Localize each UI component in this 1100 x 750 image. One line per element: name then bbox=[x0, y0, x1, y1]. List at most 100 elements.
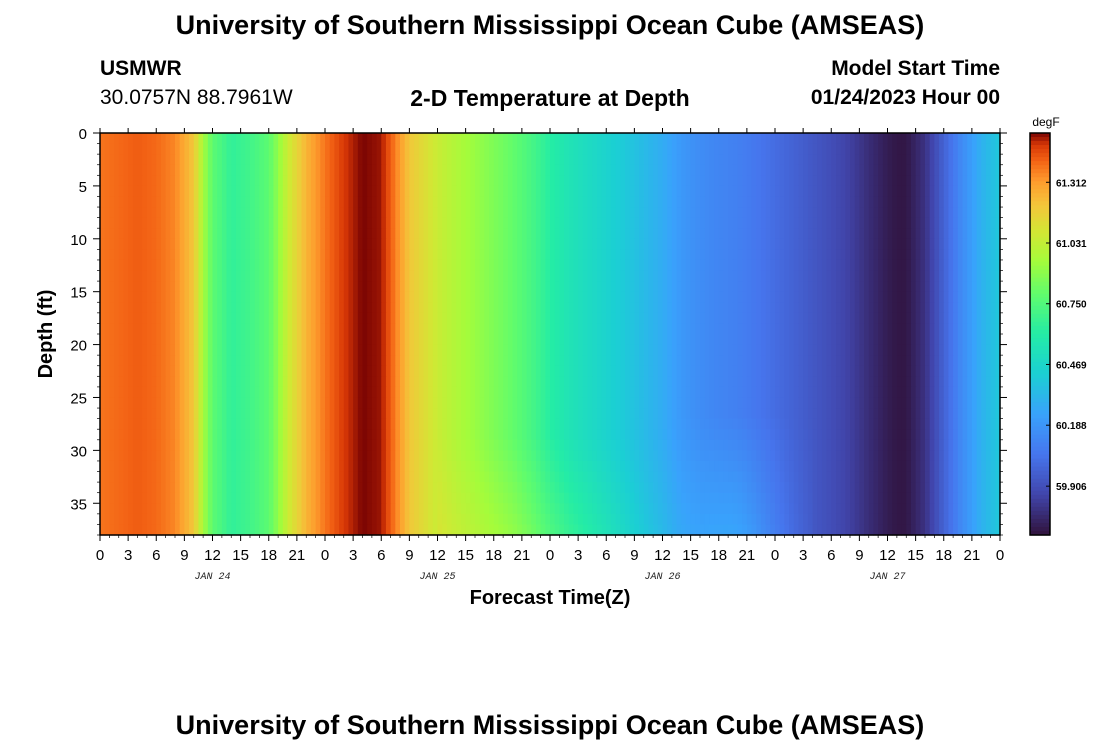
heatmap-cell bbox=[250, 365, 256, 377]
heatmap-cell bbox=[681, 196, 687, 208]
heatmap-cell bbox=[381, 196, 387, 208]
heatmap-cell bbox=[807, 228, 814, 240]
heatmap-cell bbox=[662, 249, 668, 261]
heatmap-cell bbox=[301, 154, 307, 166]
heatmap-cell bbox=[104, 376, 110, 388]
heatmap-cell bbox=[620, 207, 626, 219]
heatmap-cell bbox=[498, 207, 504, 219]
heatmap-cell bbox=[821, 334, 828, 346]
heatmap-cell bbox=[718, 259, 725, 272]
heatmap-cell bbox=[971, 249, 978, 261]
heatmap-cell bbox=[367, 249, 373, 261]
heatmap-cell bbox=[643, 386, 650, 399]
heatmap-cell bbox=[985, 397, 992, 409]
heatmap-cell bbox=[132, 164, 139, 176]
heatmap-cell bbox=[479, 259, 485, 272]
heatmap-cell bbox=[545, 175, 551, 187]
heatmap-cell bbox=[306, 312, 312, 325]
heatmap-cell bbox=[409, 270, 415, 282]
heatmap-cell bbox=[592, 185, 598, 198]
heatmap-cell bbox=[137, 270, 143, 282]
heatmap-cell bbox=[746, 259, 753, 272]
heatmap-cell bbox=[189, 143, 195, 155]
heatmap-cell bbox=[104, 397, 110, 409]
heatmap-cell bbox=[714, 355, 720, 367]
heatmap-cell bbox=[601, 397, 607, 409]
heatmap-cell bbox=[226, 259, 232, 272]
heatmap-cell bbox=[657, 365, 664, 377]
heatmap-cell bbox=[310, 164, 317, 176]
heatmap-cell bbox=[292, 397, 298, 409]
heatmap-cell bbox=[939, 386, 945, 399]
heatmap-cell bbox=[278, 365, 284, 377]
heatmap-cell bbox=[620, 249, 626, 261]
heatmap-cell bbox=[803, 302, 809, 314]
heatmap-cell bbox=[376, 302, 382, 314]
heatmap-cell bbox=[104, 154, 110, 166]
heatmap-cell bbox=[278, 312, 284, 325]
heatmap-cell bbox=[203, 397, 209, 409]
heatmap-cell bbox=[850, 344, 856, 356]
heatmap-cell bbox=[254, 133, 260, 145]
heatmap-cell bbox=[282, 238, 289, 250]
heatmap-cell bbox=[714, 334, 720, 346]
heatmap-cell bbox=[128, 344, 134, 356]
heatmap-cell bbox=[807, 355, 814, 367]
heatmap-cell bbox=[971, 154, 978, 166]
heatmap-cell bbox=[475, 312, 481, 325]
heatmap-cell bbox=[962, 143, 968, 155]
heatmap-cell bbox=[296, 143, 303, 155]
heatmap-cell bbox=[250, 344, 256, 356]
heatmap-cell bbox=[892, 154, 898, 166]
heatmap-cell bbox=[896, 302, 903, 314]
heatmap-cell bbox=[573, 143, 579, 155]
heatmap-cell bbox=[770, 344, 776, 356]
heatmap-cell bbox=[217, 143, 223, 155]
heatmap-cell bbox=[676, 323, 682, 335]
heatmap-cell bbox=[667, 355, 673, 367]
heatmap-cell bbox=[498, 334, 504, 346]
heatmap-cell bbox=[114, 312, 120, 325]
heatmap-cell bbox=[160, 312, 167, 325]
heatmap-cell bbox=[207, 344, 214, 356]
heatmap-cell bbox=[343, 175, 350, 187]
heatmap-cell bbox=[353, 143, 359, 155]
heatmap-cell bbox=[109, 281, 115, 293]
heatmap-cell bbox=[432, 270, 439, 282]
heatmap-cell bbox=[550, 196, 556, 208]
heatmap-cell bbox=[784, 281, 790, 293]
heatmap-cell bbox=[151, 238, 157, 250]
heatmap-cell bbox=[535, 175, 542, 187]
heatmap-cell bbox=[160, 386, 167, 399]
heatmap-cell bbox=[550, 281, 556, 293]
heatmap-cell bbox=[662, 228, 668, 240]
heatmap-cell bbox=[845, 270, 851, 282]
heatmap-cell bbox=[760, 259, 767, 272]
heatmap-cell bbox=[334, 344, 340, 356]
heatmap-cell bbox=[601, 323, 607, 335]
heatmap-cell bbox=[409, 185, 415, 198]
heatmap-cell bbox=[325, 397, 331, 409]
heatmap-cell bbox=[306, 365, 312, 377]
heatmap-cell bbox=[671, 207, 678, 219]
heatmap-cell bbox=[826, 143, 832, 155]
heatmap-cell bbox=[404, 154, 410, 166]
heatmap-cell bbox=[423, 281, 429, 293]
heatmap-cell bbox=[671, 376, 678, 388]
heatmap-cell bbox=[826, 302, 832, 314]
heatmap-cell bbox=[193, 196, 200, 208]
heatmap-cell bbox=[310, 355, 317, 367]
heatmap-cell bbox=[156, 312, 162, 325]
heatmap-cell bbox=[526, 143, 532, 155]
heatmap-cell bbox=[198, 207, 204, 219]
heatmap-cell bbox=[320, 344, 326, 356]
heatmap-cell bbox=[592, 291, 598, 303]
heatmap-cell bbox=[882, 386, 889, 399]
heatmap-cell bbox=[657, 164, 664, 176]
heatmap-cell bbox=[634, 185, 640, 198]
heatmap-cell bbox=[681, 228, 687, 240]
heatmap-cell bbox=[479, 291, 485, 303]
heatmap-cell bbox=[151, 185, 157, 198]
heatmap-cell bbox=[489, 259, 495, 272]
heatmap-cell bbox=[784, 291, 790, 303]
